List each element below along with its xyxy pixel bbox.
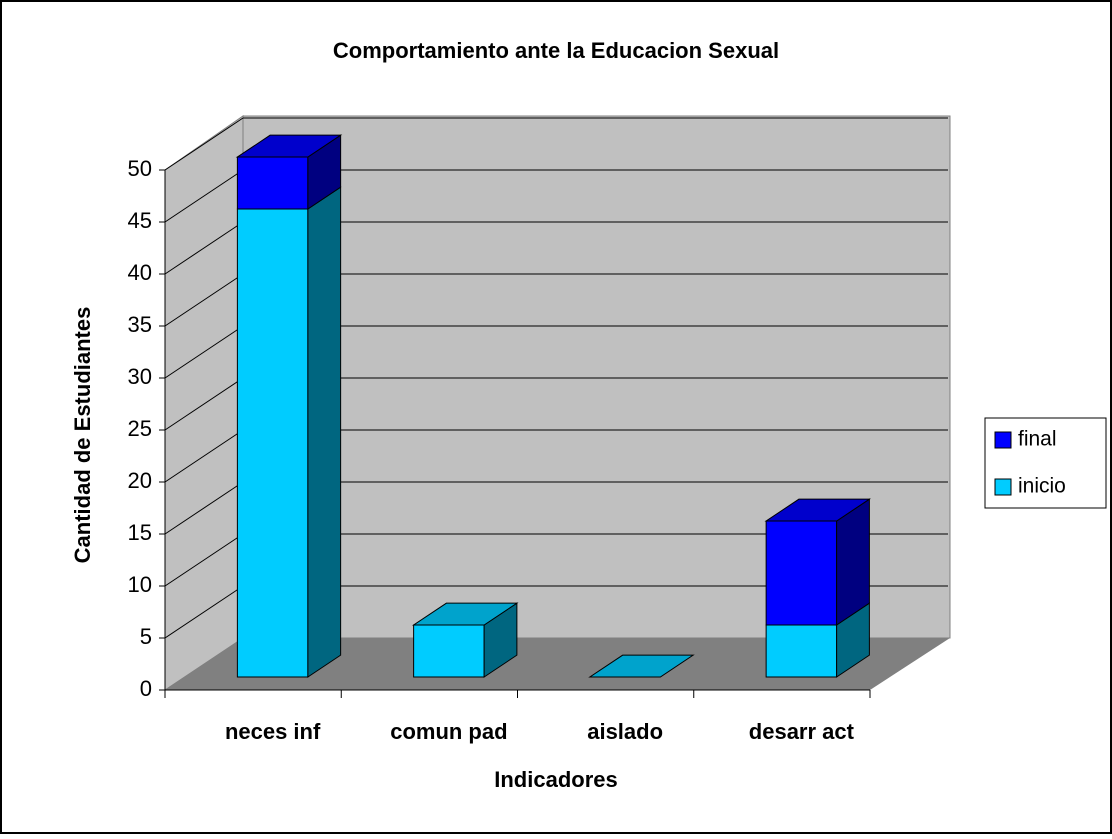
bar-top [764, 498, 872, 522]
y-tick-label: 25 [128, 416, 152, 441]
grid-line [164, 377, 244, 431]
bar-front [765, 520, 838, 626]
bar-segment [411, 602, 519, 678]
bar-segment [764, 498, 872, 626]
side-wall [164, 115, 244, 691]
floor [165, 638, 950, 690]
grid-line [164, 429, 244, 483]
legend-swatch [994, 478, 1012, 496]
x-tick-label: aislado [587, 719, 663, 744]
y-tick-label: 30 [128, 364, 152, 389]
grid-line [164, 169, 244, 223]
bar-side [307, 186, 342, 678]
y-tick-label: 20 [128, 468, 152, 493]
x-tick-label: desarr act [749, 719, 855, 744]
grid-line [164, 481, 244, 535]
legend-label: final [1018, 428, 1057, 451]
bar-segment [235, 134, 343, 210]
y-tick-label: 15 [128, 520, 152, 545]
y-axis-title: Cantidad de Estudiantes [70, 307, 95, 564]
bar-front [413, 624, 485, 678]
x-axis-title: Indicadores [494, 767, 617, 792]
grid-line [164, 533, 244, 587]
y-tick-label: 40 [128, 260, 152, 285]
y-tick-label: 50 [128, 156, 152, 181]
legend-label: inicio [1018, 475, 1066, 498]
legend-swatch [994, 431, 1012, 449]
chart-title: Comportamiento ante la Educacion Sexual [333, 38, 779, 63]
bar-front [236, 156, 309, 210]
grid-line [164, 585, 244, 639]
y-tick-label: 10 [128, 572, 152, 597]
bar-segment [236, 186, 342, 678]
y-tick-label: 35 [128, 312, 152, 337]
bar-front [765, 624, 838, 678]
bar-front [236, 208, 309, 678]
bar-top [411, 602, 519, 626]
grid-line [164, 221, 244, 275]
grid-line [164, 273, 244, 327]
bar-top [235, 134, 343, 158]
grid-line [164, 117, 244, 171]
bar-top [588, 654, 695, 678]
y-tick-label: 5 [140, 624, 152, 649]
x-tick-label: neces inf [225, 719, 321, 744]
x-tick-label: comun pad [390, 719, 507, 744]
y-tick-label: 0 [140, 676, 152, 701]
grid-line [164, 325, 244, 379]
bar-segment [588, 654, 695, 678]
y-tick-label: 45 [128, 208, 152, 233]
